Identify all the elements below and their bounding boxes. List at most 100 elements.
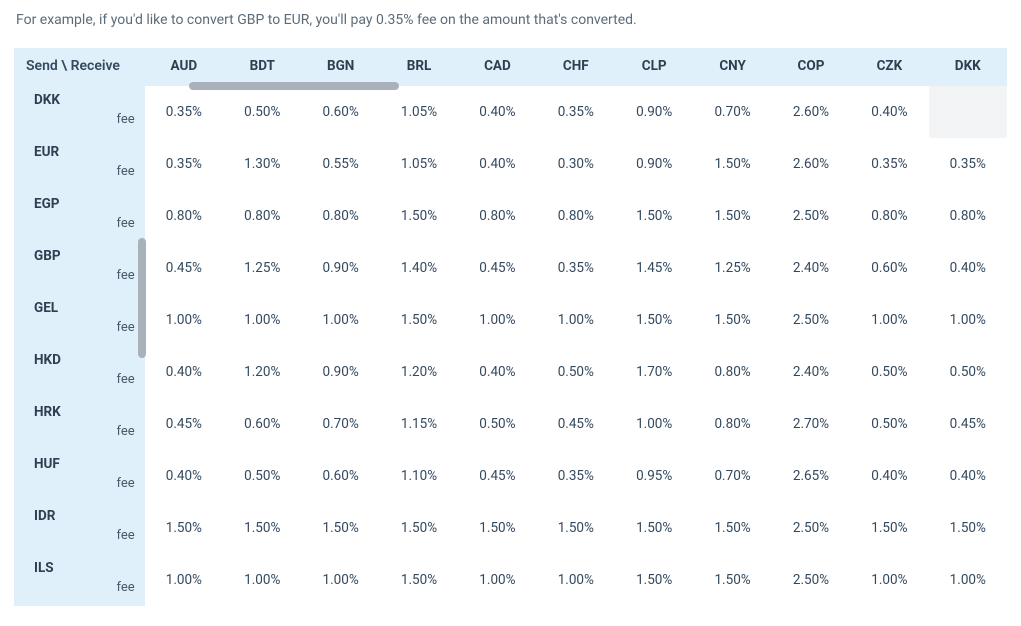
fee-cell: 0.80% xyxy=(537,190,615,242)
fee-cell: 2.50% xyxy=(772,554,850,606)
fee-cell: 0.50% xyxy=(223,86,301,138)
fee-cell: 1.50% xyxy=(615,554,693,606)
fee-cell: 0.45% xyxy=(537,398,615,450)
row-fee-label: fee xyxy=(117,112,135,127)
row-header: HRK fee xyxy=(14,398,145,450)
fee-cell: 2.50% xyxy=(772,294,850,346)
fee-cell: 1.50% xyxy=(615,190,693,242)
fee-cell: 0.50% xyxy=(850,398,928,450)
row-header: EUR fee xyxy=(14,138,145,190)
fee-table: Send \ Receive AUD BDT BGN BRL CAD CHF C… xyxy=(14,48,1007,606)
fee-cell: 1.00% xyxy=(537,554,615,606)
fee-cell: 1.05% xyxy=(380,138,458,190)
fee-cell: 0.90% xyxy=(615,138,693,190)
fee-cell: 1.50% xyxy=(615,294,693,346)
fee-cell: 2.65% xyxy=(772,450,850,502)
fee-cell: 2.60% xyxy=(772,138,850,190)
fee-cell: 0.40% xyxy=(458,346,536,398)
fee-cell: 0.45% xyxy=(145,242,223,294)
fee-cell: 1.00% xyxy=(850,294,928,346)
fee-cell: 2.40% xyxy=(772,242,850,294)
row-header: HUF fee xyxy=(14,450,145,502)
fee-cell: 1.00% xyxy=(223,294,301,346)
fee-cell: 0.40% xyxy=(145,346,223,398)
col-header: CHF xyxy=(537,48,615,86)
fee-cell: 0.70% xyxy=(301,398,379,450)
fee-cell: 1.40% xyxy=(380,242,458,294)
row-fee-label: fee xyxy=(117,320,135,335)
fee-cell: 0.50% xyxy=(458,398,536,450)
fee-cell: 1.50% xyxy=(693,554,771,606)
fee-cell: 1.20% xyxy=(380,346,458,398)
row-header: EGPfee xyxy=(14,190,145,242)
fee-cell: 0.80% xyxy=(223,190,301,242)
fee-cell: 1.00% xyxy=(301,294,379,346)
fee-cell: 1.05% xyxy=(380,86,458,138)
fee-cell: 1.25% xyxy=(223,242,301,294)
row-currency-code: HRK xyxy=(34,404,135,420)
col-header: BGN xyxy=(301,48,379,86)
row-currency-code: GEL xyxy=(34,300,135,316)
fee-cell: 0.60% xyxy=(301,450,379,502)
row-header: GBPfee xyxy=(14,242,145,294)
fee-cell: 1.50% xyxy=(850,502,928,554)
fee-cell: 0.35% xyxy=(929,138,1007,190)
fee-cell: 1.50% xyxy=(693,138,771,190)
fee-cell: 0.50% xyxy=(850,346,928,398)
fee-cell: 0.35% xyxy=(537,86,615,138)
fee-cell: 0.80% xyxy=(850,190,928,242)
row-currency-code: GBP xyxy=(34,248,135,264)
row-fee-label: fee xyxy=(117,424,135,439)
row-fee-label: fee xyxy=(117,164,135,179)
table-row: DKKfee0.35%0.50%0.60%1.05%0.40%0.35%0.90… xyxy=(14,86,1007,138)
fee-cell: 0.70% xyxy=(693,86,771,138)
row-currency-code: HKD xyxy=(34,352,135,368)
row-fee-label: fee xyxy=(117,580,135,595)
fee-cell: 1.50% xyxy=(693,190,771,242)
fee-cell: 1.50% xyxy=(223,502,301,554)
fee-cell: 0.80% xyxy=(693,398,771,450)
row-currency-code: HUF xyxy=(34,456,135,472)
fee-cell: 0.35% xyxy=(850,138,928,190)
col-header: AUD xyxy=(145,48,223,86)
row-currency-code: ILS xyxy=(34,560,135,576)
col-header: BRL xyxy=(380,48,458,86)
col-header: CAD xyxy=(458,48,536,86)
fee-cell: 0.90% xyxy=(301,346,379,398)
fee-cell: 0.80% xyxy=(929,190,1007,242)
fee-cell: 0.60% xyxy=(223,398,301,450)
fee-cell: 1.00% xyxy=(929,294,1007,346)
fee-cell: 0.90% xyxy=(301,242,379,294)
table-row: GELfee1.00%1.00%1.00%1.50%1.00%1.00%1.50… xyxy=(14,294,1007,346)
table-header-row: Send \ Receive AUD BDT BGN BRL CAD CHF C… xyxy=(14,48,1007,86)
table-row: HUFfee0.40%0.50%0.60%1.10%0.45%0.35%0.95… xyxy=(14,450,1007,502)
row-header: GEL fee xyxy=(14,294,145,346)
fee-cell: 0.40% xyxy=(145,450,223,502)
fee-cell: 1.25% xyxy=(693,242,771,294)
fee-cell: 1.00% xyxy=(458,554,536,606)
fee-cell: 0.50% xyxy=(929,346,1007,398)
fee-cell: 1.50% xyxy=(145,502,223,554)
fee-cell: 1.00% xyxy=(537,294,615,346)
fee-cell: 1.00% xyxy=(145,554,223,606)
fee-cell: 0.90% xyxy=(615,86,693,138)
fee-cell: 1.45% xyxy=(615,242,693,294)
row-fee-label: fee xyxy=(117,372,135,387)
fee-cell: 0.40% xyxy=(458,138,536,190)
row-fee-label: fee xyxy=(117,476,135,491)
fee-cell: 0.30% xyxy=(537,138,615,190)
fee-cell: 1.00% xyxy=(929,554,1007,606)
table-row: GBPfee0.45%1.25%0.90%1.40%0.45%0.35%1.45… xyxy=(14,242,1007,294)
fee-table-container: Send \ Receive AUD BDT BGN BRL CAD CHF C… xyxy=(14,48,1007,606)
fee-cell: 0.40% xyxy=(850,86,928,138)
fee-cell: 0.50% xyxy=(537,346,615,398)
fee-cell: 1.00% xyxy=(458,294,536,346)
table-body: DKKfee0.35%0.50%0.60%1.05%0.40%0.35%0.90… xyxy=(14,86,1007,606)
fee-cell: 0.95% xyxy=(615,450,693,502)
col-header: COP xyxy=(772,48,850,86)
row-header: IDRfee xyxy=(14,502,145,554)
row-currency-code: EUR xyxy=(34,144,135,160)
col-header: DKK xyxy=(929,48,1007,86)
fee-cell: 2.40% xyxy=(772,346,850,398)
row-header: DKKfee xyxy=(14,86,145,138)
